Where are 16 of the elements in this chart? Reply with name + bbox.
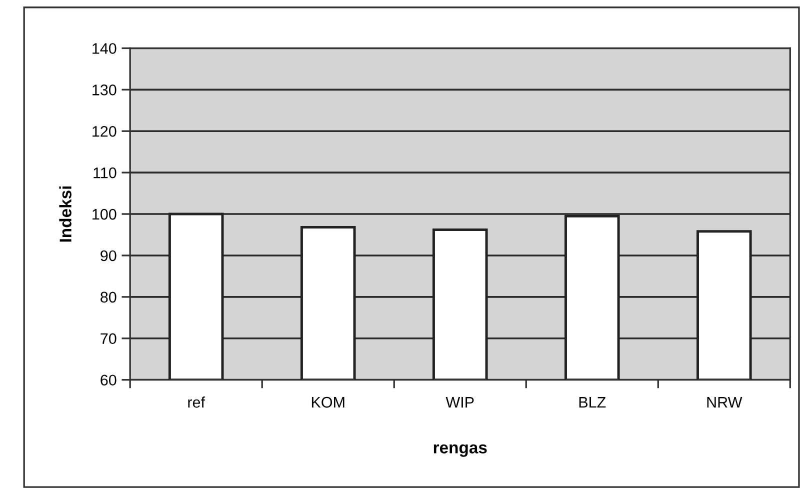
- y-tick-label: 120: [92, 126, 116, 137]
- y-tick-label: 130: [92, 84, 116, 96]
- y-tick-label: 60: [100, 374, 116, 386]
- x-tick-label: BLZ: [579, 397, 606, 408]
- y-tick-label: 80: [100, 292, 116, 303]
- x-tick-label: KOM: [312, 396, 344, 408]
- y-tick-label: 100: [92, 208, 116, 220]
- x-axis-title: rengas: [434, 444, 487, 457]
- x-tick-label: ref: [188, 396, 206, 408]
- y-tick-label: 140: [92, 43, 116, 54]
- y-tick-label: 70: [100, 333, 116, 344]
- y-tick-label: 110: [94, 167, 116, 178]
- x-tick-label: WIP: [446, 397, 474, 408]
- x-tick-label: NRW: [707, 397, 742, 408]
- y-axis-title: Indeksi: [59, 186, 72, 242]
- y-tick-label: 90: [100, 250, 116, 262]
